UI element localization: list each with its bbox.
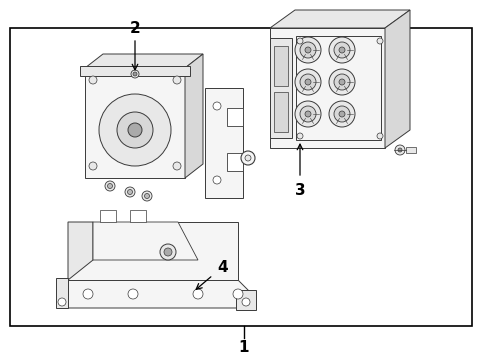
Polygon shape bbox=[236, 290, 256, 310]
Bar bbox=[204, 88, 243, 198]
Bar bbox=[10, 28, 471, 326]
Circle shape bbox=[58, 298, 66, 306]
Circle shape bbox=[242, 298, 249, 306]
Circle shape bbox=[232, 289, 243, 299]
Circle shape bbox=[89, 162, 97, 170]
Text: 3: 3 bbox=[294, 183, 305, 198]
Circle shape bbox=[328, 69, 354, 95]
Circle shape bbox=[128, 289, 138, 299]
Polygon shape bbox=[93, 222, 198, 260]
Circle shape bbox=[99, 94, 171, 166]
Circle shape bbox=[305, 79, 310, 85]
Polygon shape bbox=[85, 54, 203, 68]
Polygon shape bbox=[68, 222, 93, 280]
Circle shape bbox=[193, 289, 203, 299]
Polygon shape bbox=[384, 10, 409, 148]
Polygon shape bbox=[269, 10, 409, 28]
Circle shape bbox=[333, 42, 349, 58]
Circle shape bbox=[160, 244, 176, 260]
Text: 1: 1 bbox=[238, 341, 249, 356]
Circle shape bbox=[241, 151, 254, 165]
Circle shape bbox=[213, 176, 221, 184]
Circle shape bbox=[131, 70, 139, 78]
Circle shape bbox=[163, 248, 172, 256]
Bar bbox=[85, 68, 184, 178]
Circle shape bbox=[107, 184, 112, 189]
Circle shape bbox=[296, 133, 303, 139]
Circle shape bbox=[117, 112, 153, 148]
Circle shape bbox=[328, 37, 354, 63]
Bar bbox=[226, 153, 243, 171]
Circle shape bbox=[338, 47, 345, 53]
Circle shape bbox=[294, 69, 320, 95]
Polygon shape bbox=[130, 210, 146, 222]
Circle shape bbox=[173, 76, 181, 84]
Circle shape bbox=[299, 106, 315, 122]
Circle shape bbox=[333, 106, 349, 122]
Circle shape bbox=[333, 74, 349, 90]
Circle shape bbox=[144, 194, 149, 198]
Circle shape bbox=[338, 79, 345, 85]
Circle shape bbox=[294, 37, 320, 63]
Bar bbox=[226, 108, 243, 126]
Circle shape bbox=[376, 133, 382, 139]
Polygon shape bbox=[184, 54, 203, 178]
Circle shape bbox=[338, 111, 345, 117]
Circle shape bbox=[328, 101, 354, 127]
Polygon shape bbox=[68, 280, 252, 308]
Circle shape bbox=[213, 102, 221, 110]
Polygon shape bbox=[100, 210, 116, 222]
Text: 2: 2 bbox=[129, 21, 140, 36]
Circle shape bbox=[89, 76, 97, 84]
Bar bbox=[269, 38, 291, 138]
Circle shape bbox=[83, 289, 93, 299]
Bar bbox=[273, 46, 287, 86]
Circle shape bbox=[394, 145, 404, 155]
Circle shape bbox=[142, 191, 152, 201]
Circle shape bbox=[127, 189, 132, 194]
Circle shape bbox=[299, 74, 315, 90]
Circle shape bbox=[299, 42, 315, 58]
Bar bbox=[273, 92, 287, 132]
Bar bbox=[80, 66, 190, 76]
Circle shape bbox=[133, 72, 137, 76]
Circle shape bbox=[294, 101, 320, 127]
Bar bbox=[269, 28, 384, 148]
Bar bbox=[405, 147, 415, 153]
Bar bbox=[295, 36, 380, 140]
Circle shape bbox=[296, 38, 303, 44]
Circle shape bbox=[173, 162, 181, 170]
Circle shape bbox=[105, 181, 115, 191]
Circle shape bbox=[305, 47, 310, 53]
Circle shape bbox=[376, 38, 382, 44]
Text: 4: 4 bbox=[217, 260, 228, 274]
Circle shape bbox=[397, 148, 401, 152]
Circle shape bbox=[128, 123, 142, 137]
Circle shape bbox=[125, 187, 135, 197]
Circle shape bbox=[244, 155, 250, 161]
Polygon shape bbox=[68, 222, 238, 280]
Circle shape bbox=[305, 111, 310, 117]
Polygon shape bbox=[56, 278, 68, 308]
